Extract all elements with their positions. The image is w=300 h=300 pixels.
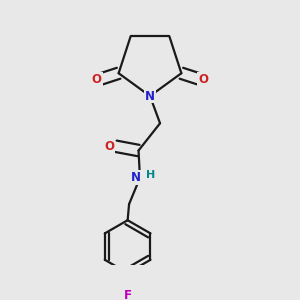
Text: H: H bbox=[146, 170, 155, 181]
Text: O: O bbox=[104, 140, 114, 153]
Text: N: N bbox=[131, 171, 141, 184]
Text: N: N bbox=[145, 89, 155, 103]
Text: O: O bbox=[198, 73, 208, 86]
Text: O: O bbox=[92, 73, 102, 86]
Text: F: F bbox=[124, 290, 132, 300]
